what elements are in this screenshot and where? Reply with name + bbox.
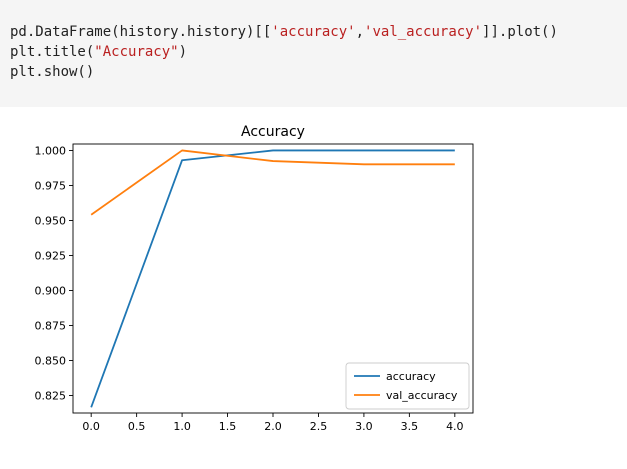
- legend-box: [345, 362, 470, 410]
- chart-output: Accuracy 0.0 0.5 1.0 1.5 2.0 2.5 3.0 3.5 4.0 0.82…: [0, 107, 627, 465]
- x-tick-label: 3.5: [401, 420, 419, 433]
- code-line-3: plt.show(): [10, 62, 627, 82]
- y-tick-label: 0.950: [35, 214, 67, 227]
- x-tick-label: 0.5: [128, 420, 146, 433]
- x-tick-label: 4.0: [446, 420, 464, 433]
- y-tick-label: 0.825: [35, 389, 67, 402]
- y-tick-label: 1.000: [35, 144, 67, 157]
- chart-title: Accuracy: [241, 124, 305, 140]
- x-tick-label: 0.0: [82, 420, 100, 433]
- x-tick-label: 1.5: [219, 420, 237, 433]
- series-line-accuracy: [90, 149, 455, 408]
- code-cell[interactable]: pd.DataFrame(history.history)[['accuracy…: [0, 0, 627, 107]
- x-tick-label: 2.5: [310, 420, 328, 433]
- y-tick-label: 0.975: [35, 179, 67, 192]
- legend-label: accuracy: [386, 370, 436, 383]
- code-string: 'accuracy': [271, 24, 356, 40]
- y-tick-label: 0.875: [35, 319, 67, 332]
- x-tick-label: 2.0: [264, 420, 282, 433]
- code-token: ): [178, 44, 188, 60]
- x-tick-label: 3.0: [355, 420, 373, 433]
- code-string: "Accuracy": [94, 44, 179, 60]
- code-token: ]].plot(): [482, 24, 558, 40]
- code-line-1: pd.DataFrame(history.history)[['accuracy…: [10, 22, 627, 42]
- legend-label: val_accuracy: [386, 389, 458, 402]
- code-token: plt.show(): [10, 64, 95, 80]
- accuracy-chart: Accuracy 0.0 0.5 1.0 1.5 2.0 2.5 3.0 3.5 4.0 0.82…: [35, 124, 474, 433]
- code-string: 'val_accuracy': [364, 24, 483, 40]
- code-token: ,: [355, 24, 365, 40]
- y-tick-label: 0.850: [35, 354, 67, 367]
- y-tick-label: 0.925: [35, 249, 67, 262]
- x-tick-label: 1.0: [173, 420, 191, 433]
- y-tick-label: 0.900: [35, 284, 67, 297]
- series-line-val-accuracy: [90, 149, 455, 216]
- code-token: pd.DataFrame(history.history)[[: [10, 24, 272, 40]
- code-line-2: plt.title("Accuracy"): [10, 42, 627, 62]
- code-token: plt.title(: [10, 44, 95, 60]
